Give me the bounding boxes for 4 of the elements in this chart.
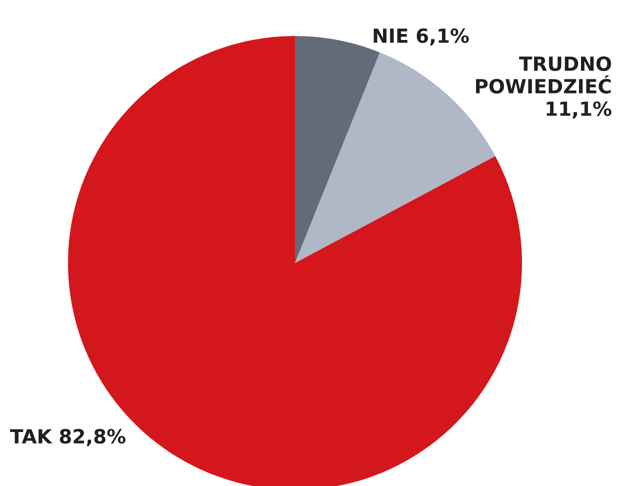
slice-label: TAK 82,8% [10, 428, 126, 446]
slice-label: NIE 6,1% [374, 28, 469, 46]
slice-label: TRUDNO POWIEDZIEĆ [476, 56, 612, 94]
data-label: 11,1% [546, 101, 612, 119]
